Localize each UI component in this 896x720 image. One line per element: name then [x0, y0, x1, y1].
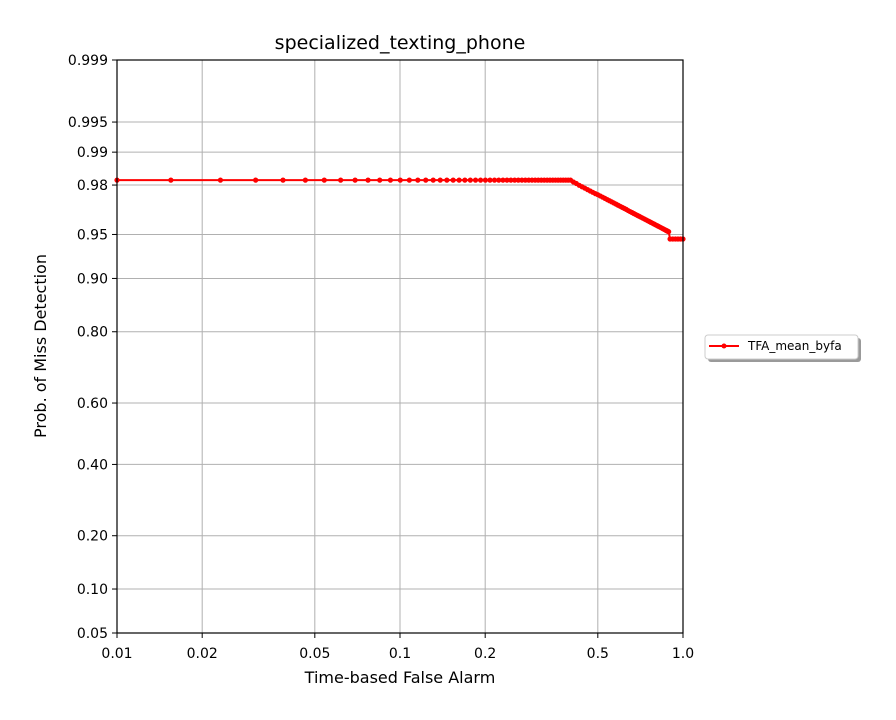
x-tick-label: 1.0: [672, 646, 694, 662]
data-point: [338, 177, 344, 183]
data-point: [397, 177, 403, 183]
series-layer: [114, 177, 686, 242]
legend-marker-swatch: [721, 343, 727, 349]
y-tick-label: 0.995: [68, 115, 108, 131]
data-point: [302, 177, 308, 183]
data-point: [217, 177, 224, 183]
grid-lines: [116, 59, 684, 634]
data-point: [482, 177, 488, 183]
data-point: [280, 177, 286, 183]
data-point: [321, 177, 327, 183]
data-point: [352, 177, 358, 183]
y-tick-label: 0.40: [77, 457, 108, 473]
data-point: [477, 177, 484, 183]
data-point: [423, 177, 429, 183]
y-tick-label: 0.60: [77, 396, 108, 412]
y-tick-label: 0.999: [68, 53, 108, 69]
data-point: [462, 177, 468, 183]
y-axis-title: Prob. of Miss Detection: [31, 254, 50, 438]
data-point: [500, 177, 506, 183]
legend: TFA_mean_byfa: [704, 334, 861, 362]
data-point: [487, 177, 493, 183]
data-point: [512, 177, 518, 183]
y-tick-label: 0.05: [77, 626, 108, 642]
x-tick-label: 0.01: [101, 646, 132, 662]
y-tick-label: 0.99: [77, 145, 108, 161]
data-point: [508, 177, 514, 183]
legend-label: TFA_mean_byfa: [747, 339, 842, 353]
y-tick-label: 0.90: [77, 271, 108, 287]
data-point: [415, 177, 421, 183]
chart-title: specialized_texting_phone: [275, 32, 526, 54]
data-point: [430, 177, 436, 183]
data-point: [387, 177, 394, 183]
x-axis-ticks: 0.01 0.02 0.05 0.1 0.2 0.5 1.0: [101, 633, 694, 662]
data-point: [467, 177, 473, 183]
data-point: [437, 177, 443, 183]
y-tick-label: 0.80: [77, 325, 108, 341]
y-tick-label: 0.20: [77, 529, 108, 545]
data-point: [491, 177, 498, 183]
x-tick-label: 0.02: [187, 646, 218, 662]
data-point: [456, 177, 462, 183]
data-point: [365, 177, 371, 183]
y-tick-label: 0.95: [77, 227, 108, 243]
data-point: [377, 177, 383, 183]
x-tick-label: 0.5: [587, 646, 609, 662]
data-point: [450, 177, 456, 183]
data-point: [496, 177, 502, 183]
data-point: [168, 177, 174, 183]
data-point: [406, 177, 412, 183]
x-tick-label: 0.2: [474, 646, 496, 662]
x-axis-title: Time-based False Alarm: [304, 668, 496, 687]
x-tick-label: 0.05: [299, 646, 330, 662]
y-tick-label: 0.10: [77, 582, 108, 598]
data-point: [666, 229, 672, 235]
y-axis-ticks: 0.05 0.10 0.20 0.40 0.60 0.80 0.90 0.95 0.98 0.99…: [68, 53, 117, 642]
data-point: [444, 177, 450, 183]
legend-box: [704, 334, 859, 360]
x-tick-label: 0.1: [389, 646, 411, 662]
data-point: [253, 177, 259, 183]
y-tick-label: 0.98: [77, 178, 108, 194]
data-point: [504, 177, 510, 183]
data-point: [515, 177, 521, 183]
data-point: [472, 177, 479, 183]
